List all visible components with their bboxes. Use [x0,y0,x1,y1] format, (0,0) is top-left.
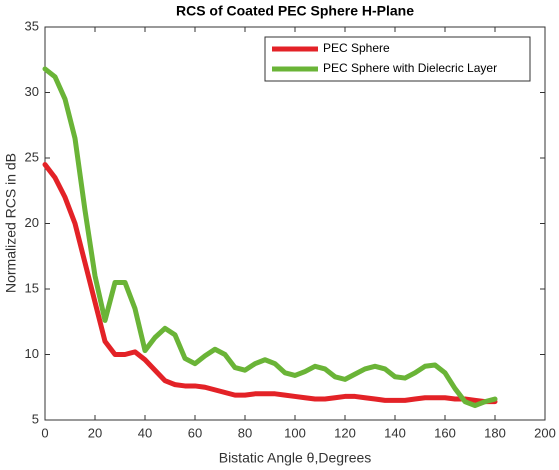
x-tick-label: 60 [188,425,202,440]
legend-label: PEC Sphere with Dielecric Layer [323,61,497,75]
x-tick-label: 200 [534,425,556,440]
chart-title: RCS of Coated PEC Sphere H-Plane [176,3,414,19]
y-tick-label: 10 [25,346,39,361]
x-tick-label: 140 [384,425,406,440]
x-tick-label: 0 [41,425,48,440]
y-tick-label: 20 [25,215,39,230]
y-tick-label: 5 [32,411,39,426]
y-axis-label: Normalized RCS in dB [3,153,19,293]
plot-frame [44,26,546,421]
y-tick-label: 25 [25,149,39,164]
x-tick-label: 180 [484,425,506,440]
x-tick-label: 120 [334,425,356,440]
series-line [42,162,498,405]
x-tick-label: 80 [238,425,252,440]
x-tick-label: 100 [284,425,306,440]
legend-box [264,36,531,82]
series-line [42,66,498,409]
x-tick-label: 20 [88,425,102,440]
x-tick-label: 40 [138,425,152,440]
x-axis-label: Bistatic Angle θ,Degrees [219,450,372,466]
y-tick-label: 30 [25,84,39,99]
y-tick-label: 15 [25,280,39,295]
legend-label: PEC Sphere [323,41,390,55]
x-tick-label: 160 [434,425,456,440]
y-tick-label: 35 [25,18,39,33]
